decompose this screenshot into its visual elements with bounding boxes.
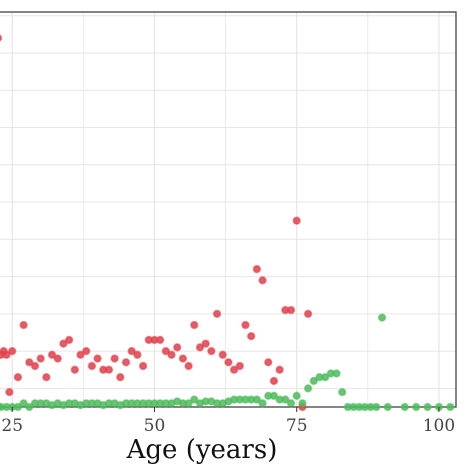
data-point xyxy=(19,320,28,330)
data-point xyxy=(258,276,267,285)
data-point xyxy=(252,264,262,274)
data-point xyxy=(110,354,119,363)
x-tick-label: 50 xyxy=(144,416,166,436)
data-point xyxy=(241,320,250,330)
data-point xyxy=(8,346,17,356)
data-point xyxy=(224,358,233,367)
data-point xyxy=(155,335,165,345)
data-point xyxy=(446,402,455,412)
data-point xyxy=(377,313,387,322)
data-point xyxy=(190,320,199,330)
x-tick-label: 25 xyxy=(1,416,23,436)
data-point xyxy=(281,395,290,404)
data-point xyxy=(42,372,51,382)
data-point xyxy=(320,372,330,382)
data-point xyxy=(59,339,68,348)
data-point xyxy=(30,361,40,371)
data-point xyxy=(292,216,301,225)
data-point xyxy=(0,34,3,42)
data-point xyxy=(269,391,279,401)
data-point xyxy=(2,350,11,360)
data-point xyxy=(116,372,125,382)
data-point xyxy=(218,350,227,360)
data-point xyxy=(258,399,267,408)
data-point xyxy=(298,399,307,408)
data-point xyxy=(5,387,14,397)
data-point xyxy=(104,365,114,374)
data-point xyxy=(264,358,273,367)
data-point xyxy=(332,369,341,378)
gridlines xyxy=(0,12,456,407)
x-tick-label: 75 xyxy=(286,416,308,436)
data-point xyxy=(383,402,392,412)
data-point xyxy=(235,361,245,371)
data-points xyxy=(0,34,455,412)
data-point xyxy=(178,354,188,363)
data-point xyxy=(167,350,176,360)
x-axis-ticks: 25 50 75 100 xyxy=(1,407,455,436)
plot-frame xyxy=(0,11,457,408)
data-point xyxy=(190,395,199,404)
data-point xyxy=(121,358,131,367)
data-point xyxy=(138,361,148,371)
data-point xyxy=(47,350,57,360)
data-point xyxy=(275,365,284,374)
data-point xyxy=(286,305,296,315)
data-point xyxy=(303,309,313,319)
data-point xyxy=(64,335,74,345)
data-point xyxy=(81,346,91,356)
data-point xyxy=(133,350,142,360)
data-point xyxy=(53,354,62,363)
data-point xyxy=(338,387,347,397)
data-point xyxy=(229,365,239,374)
data-point xyxy=(25,402,34,412)
data-point xyxy=(195,343,205,352)
data-point xyxy=(423,402,432,412)
data-point xyxy=(161,346,171,356)
x-axis-title: Age (years) xyxy=(126,435,278,465)
data-point xyxy=(212,309,222,319)
data-point xyxy=(309,376,318,386)
data-point xyxy=(252,395,262,404)
data-point xyxy=(19,399,28,408)
data-point xyxy=(25,358,34,367)
data-point xyxy=(286,399,296,408)
data-point xyxy=(269,376,279,386)
data-point xyxy=(201,339,210,348)
data-point xyxy=(411,402,421,412)
data-point xyxy=(303,384,313,393)
data-point xyxy=(70,365,80,374)
data-point xyxy=(173,343,182,352)
data-point xyxy=(184,361,193,371)
data-point xyxy=(13,402,23,412)
data-point xyxy=(372,402,381,412)
data-point xyxy=(36,354,45,363)
data-point xyxy=(76,350,85,360)
data-point xyxy=(292,391,301,401)
data-point xyxy=(93,354,102,363)
data-point xyxy=(246,331,256,341)
data-point xyxy=(127,346,136,356)
data-point xyxy=(207,346,216,356)
x-tick-label: 100 xyxy=(423,416,455,436)
data-point xyxy=(400,402,409,412)
data-point xyxy=(13,372,23,382)
data-point xyxy=(87,361,97,371)
data-point xyxy=(184,399,193,408)
